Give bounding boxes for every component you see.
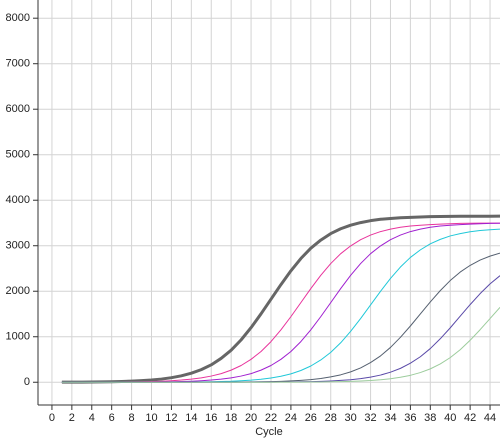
series-line (61, 214, 500, 384)
x-tick-label: 20 (245, 412, 257, 424)
series-line (61, 307, 500, 383)
x-tick-label: 22 (265, 412, 277, 424)
x-tick-label: 38 (424, 412, 436, 424)
series-line (61, 222, 500, 383)
x-tick-label: 0 (49, 412, 55, 424)
y-tick-label: 7000 (6, 58, 30, 70)
y-tick-label: 6000 (6, 103, 30, 115)
x-tick-label: 12 (165, 412, 177, 424)
y-tick-label: 8000 (6, 12, 30, 24)
x-tick-label: 4 (89, 412, 95, 424)
y-tick-label: 2000 (6, 285, 30, 297)
x-axis-label: Cycle (255, 426, 283, 438)
x-tick-label: 18 (225, 412, 237, 424)
x-tick-label: 44 (484, 412, 496, 424)
series-line (61, 222, 500, 383)
x-tick-label: 34 (384, 412, 396, 424)
y-tick-label: 1000 (6, 331, 30, 343)
x-tick-label: 10 (145, 412, 157, 424)
y-tick-label: 5000 (6, 149, 30, 161)
x-tick-label: 32 (364, 412, 376, 424)
x-tick-label: 26 (305, 412, 317, 424)
x-tick-label: 40 (444, 412, 456, 424)
y-tick-label: 4000 (6, 194, 30, 206)
x-tick-label: 16 (205, 412, 217, 424)
x-tick-label: 2 (69, 412, 75, 424)
y-tick-label: 0 (24, 376, 30, 388)
x-tick-label: 8 (129, 412, 135, 424)
x-tick-label: 42 (464, 412, 476, 424)
y-tick-label: 3000 (6, 240, 30, 252)
x-tick-label: 28 (325, 412, 337, 424)
x-tick-label: 6 (109, 412, 115, 424)
series-line (61, 252, 500, 383)
x-tick-label: 36 (404, 412, 416, 424)
x-tick-label: 30 (345, 412, 357, 424)
x-tick-label: 14 (185, 412, 197, 424)
x-tick-label: 24 (285, 412, 297, 424)
